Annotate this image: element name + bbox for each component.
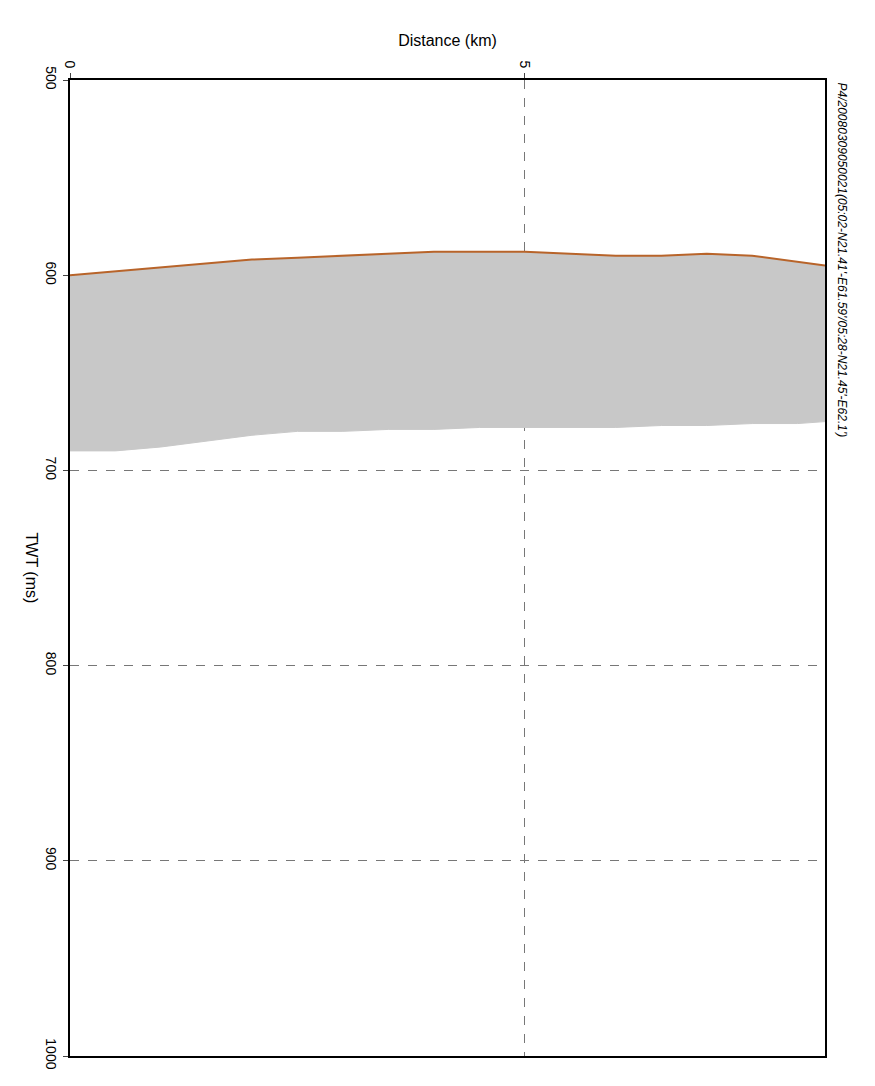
svg-text:600: 600 <box>43 261 59 285</box>
svg-text:0: 0 <box>62 61 78 69</box>
svg-text:TWT (ms): TWT (ms) <box>23 533 40 604</box>
svg-text:Distance (km): Distance (km) <box>398 32 497 49</box>
svg-text:P4/20080309050021(05:02-N21.41: P4/20080309050021(05:02-N21.41'-E61.59'/… <box>835 83 849 438</box>
svg-text:900: 900 <box>43 847 59 871</box>
svg-text:5: 5 <box>517 61 533 69</box>
svg-text:700: 700 <box>43 457 59 481</box>
svg-text:1000: 1000 <box>43 1038 59 1069</box>
svg-text:500: 500 <box>43 66 59 90</box>
svg-text:800: 800 <box>43 652 59 676</box>
